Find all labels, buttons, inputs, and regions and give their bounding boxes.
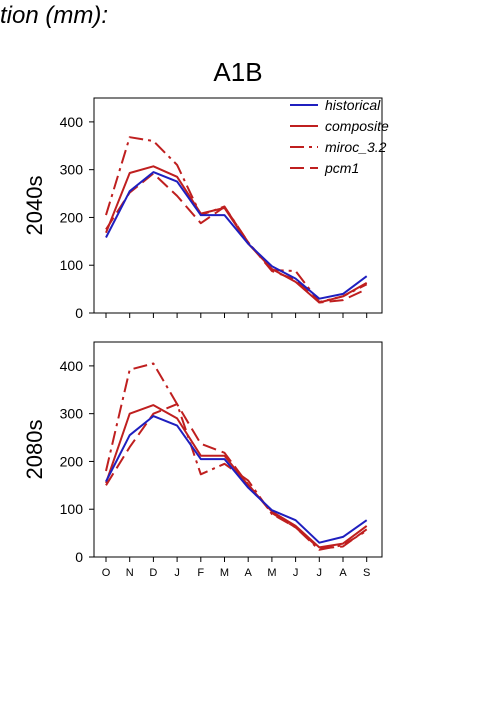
legend-label: pcm1: [324, 160, 359, 176]
panel-1-ytick-label: 200: [60, 209, 84, 225]
legend-label: miroc_3.2: [325, 139, 387, 155]
legend-label: historical: [325, 97, 381, 113]
panel-2-xtick-label: O: [102, 567, 111, 579]
panel-2-xtick-label: M: [220, 567, 229, 579]
panel-2-series-composite: [105, 404, 368, 549]
panel-2-xtick-label: M: [267, 567, 276, 579]
panel-2-ytick-label: 400: [60, 358, 84, 374]
panel-2-xtick-label: A: [339, 567, 347, 579]
panel-1-ytick-label: 100: [60, 257, 84, 273]
panel-2-frame: [93, 341, 383, 558]
panel-2-ytick-label: 100: [60, 501, 84, 517]
panel-2-ytick-label: 200: [60, 453, 84, 469]
panel-1-series-miroc-3-2: [105, 136, 368, 303]
panel-1-frame: [93, 97, 383, 314]
panel-2-series-miroc-3-2: [105, 362, 368, 551]
panel-1-ytick-label: 300: [60, 162, 84, 178]
panel-2-xtick-label: J: [317, 567, 323, 579]
panel-2-xtick-label: S: [363, 567, 370, 579]
panel-1-ytick-label: 400: [60, 114, 84, 130]
panel-1-ylabel: 2040s: [22, 176, 47, 236]
panel-2-xtick-label: A: [245, 567, 253, 579]
panel-1-ytick-label: 0: [75, 305, 83, 321]
panel-1-series-historical: [105, 171, 368, 300]
panel-2-ylabel: 2080s: [22, 420, 47, 480]
panel-2-xtick-label: D: [149, 567, 157, 579]
panel-2-ytick-label: 0: [75, 549, 83, 565]
panel-2-xtick-label: N: [126, 567, 134, 579]
panel-2-xtick-label: J: [174, 567, 180, 579]
legend-label: composite: [325, 118, 389, 134]
page-title: tion (mm):: [0, 2, 108, 29]
panel-2-xtick-label: J: [293, 567, 299, 579]
panel-2-series-pcm1: [105, 403, 368, 550]
panel-2-xtick-label: F: [197, 567, 204, 579]
panel-1-series-pcm1: [105, 172, 368, 304]
panel-title: A1B: [213, 57, 262, 87]
panel-2-series-historical: [105, 415, 368, 544]
panel-2-ytick-label: 300: [60, 406, 84, 422]
panel-1-series-composite: [105, 165, 368, 304]
